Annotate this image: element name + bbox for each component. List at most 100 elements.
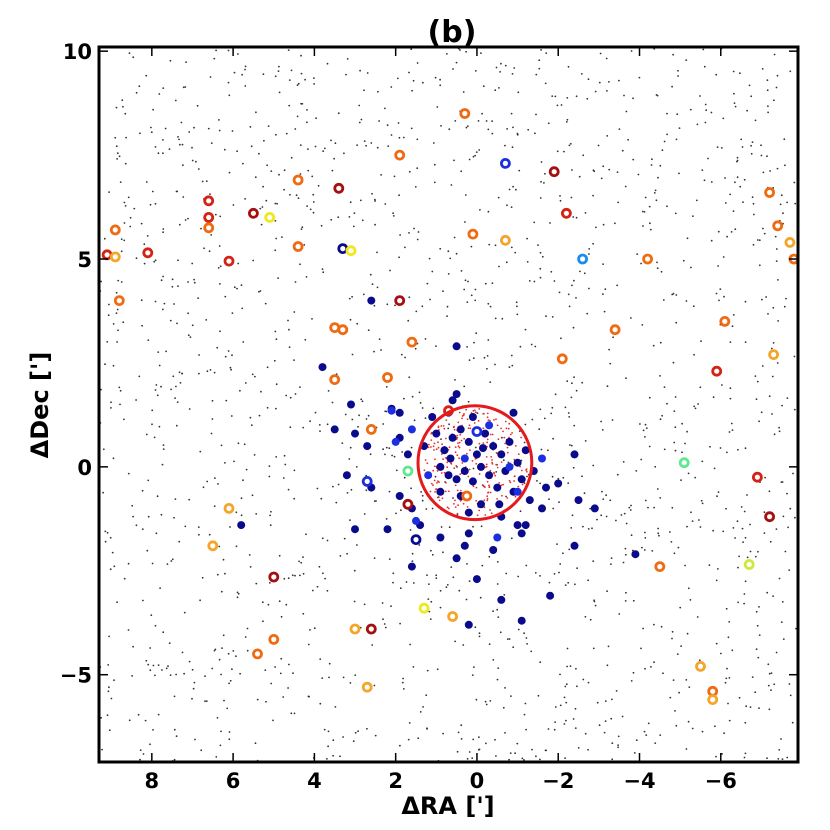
field-star: [767, 313, 769, 315]
field-star: [150, 126, 152, 129]
field-star: [733, 102, 736, 104]
field-star: [605, 494, 607, 497]
field-star: [108, 729, 111, 732]
field-star: [265, 199, 268, 202]
ring-star: [247, 207, 259, 219]
field-star: [611, 758, 614, 761]
field-star: [551, 475, 554, 478]
field-star: [749, 550, 752, 553]
field-star: [445, 586, 448, 589]
field-star: [524, 702, 527, 705]
core-star: [454, 451, 457, 454]
field-star: [511, 73, 514, 75]
field-star: [301, 226, 304, 229]
field-star: [162, 152, 164, 155]
field-star: [484, 282, 487, 285]
field-star: [743, 593, 746, 595]
field-star: [169, 59, 172, 62]
field-star: [278, 600, 281, 603]
field-star: [558, 291, 561, 294]
field-star: [785, 297, 787, 300]
core-star: [478, 442, 481, 445]
field-star: [568, 548, 571, 551]
field-star: [405, 581, 408, 583]
field-star: [110, 407, 112, 409]
field-star: [467, 400, 470, 403]
field-star: [674, 710, 676, 712]
field-star: [495, 66, 498, 69]
field-star: [149, 743, 151, 746]
field-star: [605, 57, 608, 60]
field-star: [295, 194, 298, 197]
field-star: [280, 657, 283, 660]
field-star: [411, 89, 413, 92]
ring-star: [711, 365, 723, 377]
core-star: [454, 506, 457, 508]
field-star: [275, 456, 278, 458]
field-star: [550, 412, 553, 415]
field-star: [660, 625, 663, 628]
field-star: [210, 432, 213, 435]
field-star: [266, 406, 269, 409]
ring-star: [459, 108, 471, 119]
field-star: [632, 97, 634, 100]
field-star: [602, 293, 604, 296]
field-star: [736, 156, 739, 159]
field-star: [210, 234, 213, 236]
ring-star: [654, 561, 666, 572]
core-star: [517, 453, 520, 456]
field-star: [383, 623, 386, 625]
field-star: [170, 560, 173, 562]
field-star: [727, 636, 730, 639]
field-star: [369, 453, 372, 456]
field-star: [739, 72, 741, 75]
field-star: [654, 465, 657, 468]
field-star: [531, 748, 533, 751]
field-star: [450, 566, 453, 568]
field-star: [104, 530, 107, 533]
field-star: [157, 152, 160, 155]
field-star: [565, 121, 568, 123]
field-star: [135, 91, 138, 94]
ring-star: [410, 534, 422, 545]
field-star: [793, 355, 796, 358]
field-star: [510, 246, 513, 249]
field-star: [728, 719, 731, 722]
field-star: [642, 627, 644, 630]
field-star: [361, 219, 364, 222]
field-star: [384, 203, 387, 205]
field-star: [209, 193, 211, 196]
field-star: [198, 372, 200, 375]
field-star: [395, 469, 398, 472]
field-star: [398, 194, 400, 197]
field-star: [738, 555, 740, 558]
field-star: [141, 489, 144, 492]
field-star: [306, 205, 308, 208]
field-star: [145, 74, 148, 77]
field-star: [736, 520, 739, 523]
field-star: [487, 302, 490, 305]
field-star: [260, 223, 263, 226]
field-star: [567, 293, 570, 296]
field-star: [492, 610, 494, 613]
field-star: [696, 123, 699, 126]
field-star: [540, 448, 543, 451]
field-star: [481, 564, 484, 567]
field-star: [233, 286, 236, 289]
field-star: [278, 65, 280, 68]
field-star: [160, 385, 162, 388]
field-star: [285, 132, 288, 135]
core-star: [520, 436, 522, 439]
field-star: [674, 449, 677, 452]
field-star: [588, 287, 590, 290]
field-star: [563, 723, 566, 725]
field-star: [633, 752, 636, 754]
field-star: [523, 759, 525, 761]
field-star: [241, 73, 244, 76]
field-star: [255, 513, 258, 515]
core-star: [495, 452, 498, 454]
field-star: [742, 541, 744, 543]
core-star: [424, 459, 427, 461]
field-star: [392, 581, 394, 584]
field-star: [243, 443, 246, 446]
